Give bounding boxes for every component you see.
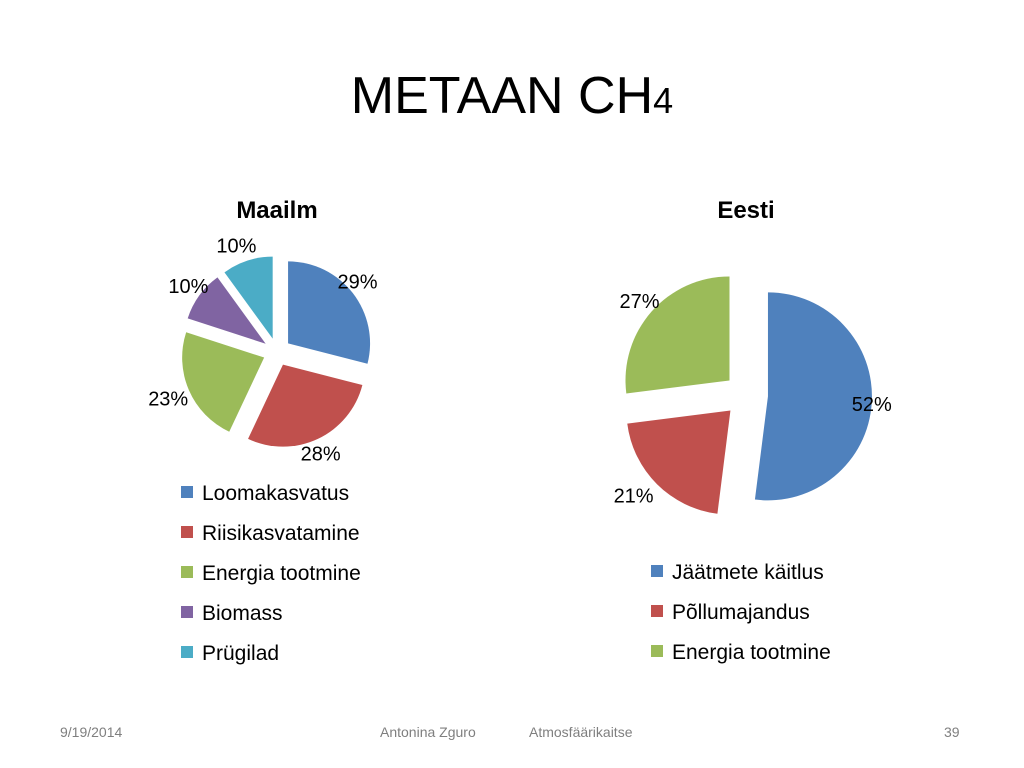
legend-swatch — [651, 565, 663, 577]
chart-eesti-title: Eesti — [717, 197, 774, 224]
pie-slice-prügilad — [224, 256, 273, 339]
legend-label: Loomakasvatus — [202, 482, 349, 505]
legend-swatch — [181, 566, 193, 578]
chart-maailm-slices — [182, 256, 371, 447]
legend-label: Jäätmete käitlus — [672, 561, 824, 584]
pie-slice-energia-tootmine — [182, 332, 265, 432]
legend-label: Biomass — [202, 602, 283, 625]
pie-slice-põllumajandus — [627, 410, 731, 514]
data-label: 29% — [337, 271, 377, 293]
footer-author: Antonina Zguro — [380, 724, 476, 740]
legend-label: Riisikasvatamine — [202, 522, 360, 545]
legend-swatch — [181, 526, 193, 538]
legend-swatch — [181, 646, 193, 658]
pie-slice-riisikasvatamine — [248, 364, 363, 447]
chart-eesti-legend: Jäätmete käitlus Põllumajandus Energia too… — [651, 561, 831, 664]
chart-eesti-data-labels: 52% 21% 27% — [614, 291, 892, 507]
pie-slice-energia-tootmine — [625, 276, 730, 394]
footer-date: 9/19/2014 — [60, 724, 123, 740]
chart-eesti-slices — [625, 276, 872, 514]
legend-label: Energia tootmine — [202, 562, 361, 585]
pie-slice-biomass — [187, 277, 266, 344]
slide-title-subscript: 4 — [653, 80, 674, 121]
data-label: 10% — [216, 235, 256, 257]
data-label: 21% — [614, 485, 654, 507]
chart-eesti: Eesti 52% 21% 27% Jäätmete käitlus Põllumaj… — [614, 197, 892, 664]
legend-swatch — [651, 645, 663, 657]
chart-maailm: Maailm 29% 28% 23% 10% 10% Loomakasvatus Riis… — [148, 197, 378, 665]
chart-maailm-legend: Loomakasvatus Riisikasvatamine Energia too… — [181, 482, 361, 665]
chart-maailm-data-labels: 29% 28% 23% 10% 10% — [148, 235, 378, 465]
slide-title-main: METAAN CH — [350, 67, 654, 125]
footer-course: Atmosfäärikaitse — [529, 724, 633, 740]
legend-swatch — [651, 605, 663, 617]
legend-label: Põllumajandus — [672, 601, 810, 624]
legend-swatch — [181, 606, 193, 618]
footer-page-number: 39 — [944, 724, 960, 740]
legend-swatch — [181, 486, 193, 498]
chart-maailm-title: Maailm — [236, 197, 317, 224]
pie-slice-jäätmete-käitlus — [754, 292, 872, 501]
slide-title: METAAN CH4 — [0, 62, 1024, 135]
legend-label: Prügilad — [202, 642, 279, 665]
data-label: 23% — [148, 388, 188, 410]
pie-slice-loomakasvatus — [288, 261, 371, 364]
data-label: 27% — [619, 291, 659, 313]
data-label: 28% — [301, 443, 341, 465]
data-label: 52% — [852, 394, 892, 416]
legend-label: Energia tootmine — [672, 641, 831, 664]
data-label: 10% — [168, 276, 208, 298]
